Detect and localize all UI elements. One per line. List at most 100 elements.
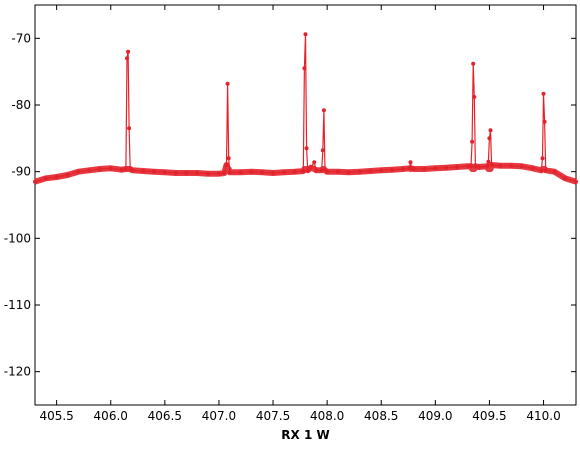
data-point <box>162 170 167 175</box>
data-point <box>489 163 494 167</box>
data-point <box>127 126 132 131</box>
data-point <box>336 169 340 174</box>
data-point <box>222 171 227 175</box>
x-tick-label: 409.0 <box>418 409 452 423</box>
data-point <box>357 169 362 174</box>
data-point <box>487 136 492 141</box>
y-tick-label: -100 <box>4 231 31 245</box>
data-point <box>33 179 37 184</box>
data-point <box>141 169 146 173</box>
data-point <box>292 169 297 174</box>
data-point <box>227 170 232 175</box>
data-point <box>97 167 102 171</box>
x-tick-label: 406.0 <box>94 409 128 423</box>
data-point <box>281 170 286 175</box>
data-point <box>152 169 156 174</box>
data-point <box>542 119 547 124</box>
data-point <box>433 166 438 171</box>
data-point <box>543 168 548 173</box>
y-tick-label: -70 <box>11 31 31 45</box>
data-point <box>519 164 524 169</box>
data-point <box>195 171 200 175</box>
x-tick-label: 407.0 <box>202 409 236 423</box>
data-point <box>541 91 546 96</box>
data-point <box>314 168 319 173</box>
x-tick-label: 409.5 <box>472 409 506 423</box>
data-point <box>125 56 129 61</box>
data-point <box>379 168 384 173</box>
data-point <box>87 168 92 173</box>
data-point <box>408 160 413 165</box>
data-point <box>304 146 309 151</box>
y-tick-label: -80 <box>11 98 31 112</box>
data-point <box>368 169 373 173</box>
x-tick-label: 406.5 <box>148 409 182 423</box>
data-point <box>552 169 557 174</box>
data-point <box>184 171 189 175</box>
data-point <box>108 166 113 171</box>
data-point <box>325 169 330 174</box>
data-point <box>476 165 481 169</box>
data-point <box>390 167 395 172</box>
data-point <box>216 171 221 176</box>
data-point <box>488 128 493 133</box>
data-point <box>469 164 473 169</box>
data-point <box>303 32 308 37</box>
data-point <box>206 171 211 176</box>
data-point <box>455 165 459 169</box>
data-point <box>43 176 48 181</box>
x-tick-label: 408.0 <box>310 409 344 423</box>
data-point <box>226 156 231 161</box>
data-point <box>530 166 535 171</box>
data-point <box>119 167 124 172</box>
x-tick-label: 405.5 <box>39 409 73 423</box>
data-point <box>400 167 405 171</box>
data-point <box>312 160 317 165</box>
y-tick-label: -90 <box>11 165 31 179</box>
y-tick-label: -110 <box>4 298 31 312</box>
data-point <box>485 164 490 169</box>
data-point <box>301 169 306 173</box>
y-axis-ticks: -70 -80 -90 -100 -110 -120 <box>4 31 576 379</box>
x-tick-label: 408.5 <box>364 409 398 423</box>
data-point <box>486 159 491 164</box>
x-tick-label: 407.5 <box>256 409 290 423</box>
data-point <box>346 170 351 175</box>
data-point <box>574 179 578 184</box>
data-point <box>249 169 254 174</box>
data-point <box>238 170 243 175</box>
data-point <box>260 170 265 175</box>
data-point <box>473 164 478 169</box>
data-point <box>54 175 59 179</box>
data-point <box>563 176 568 181</box>
data-point <box>465 164 470 169</box>
data-point <box>422 167 427 171</box>
data-point <box>76 169 81 174</box>
data-point <box>498 163 503 168</box>
data-point <box>271 171 275 175</box>
data-point <box>509 163 514 168</box>
plot-frame <box>34 4 577 406</box>
data-point <box>540 156 545 161</box>
data-point <box>224 163 229 167</box>
series-group <box>33 32 578 184</box>
data-point <box>123 167 128 171</box>
data-point <box>444 165 449 170</box>
y-tick-label: -120 <box>4 365 31 379</box>
data-point <box>126 49 131 54</box>
data-point <box>225 81 230 86</box>
x-axis-title: RX 1 W <box>281 428 329 442</box>
data-point <box>302 66 307 71</box>
data-point <box>65 173 70 177</box>
data-point <box>320 148 325 153</box>
data-point <box>305 168 310 173</box>
data-point <box>539 168 544 173</box>
data-point <box>470 139 475 144</box>
data-point <box>173 171 178 175</box>
data-point <box>319 168 324 173</box>
data-point <box>471 61 476 66</box>
data-point <box>321 108 326 113</box>
data-point <box>130 168 135 173</box>
